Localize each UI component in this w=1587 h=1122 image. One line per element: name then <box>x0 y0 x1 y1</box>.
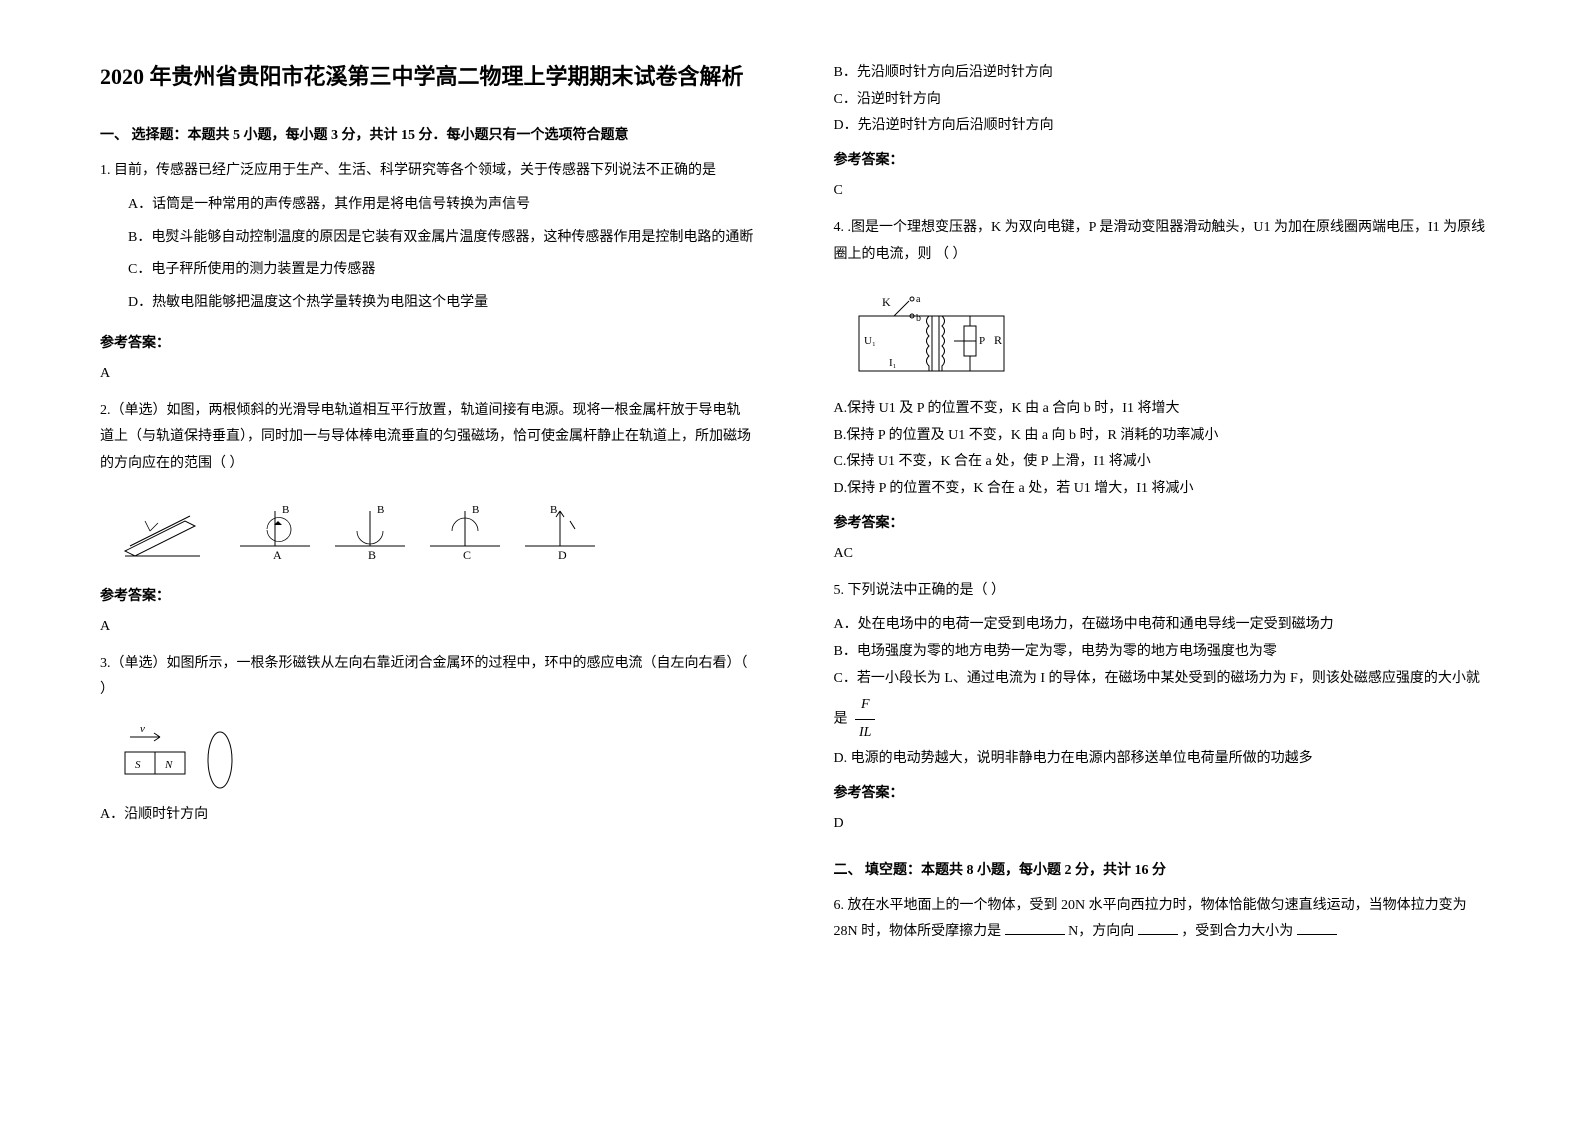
svg-text:v: v <box>140 723 145 735</box>
section2-header: 二、 填空题：本题共 8 小题，每小题 2 分，共计 16 分 <box>834 858 1488 885</box>
q3-optD: D．先沿逆时针方向后沿顺时针方向 <box>834 113 1488 140</box>
svg-text:A: A <box>273 548 282 562</box>
svg-text:B: B <box>550 504 557 516</box>
q3-stem: 3.（单选）如图所示，一根条形磁铁从左向右靠近闭合金属环的过程中，环中的感应电流… <box>100 651 754 704</box>
q2-answer: A <box>100 614 754 641</box>
svg-text:B: B <box>368 548 376 562</box>
q1-optD: D．热敏电阻能够把温度这个热学量转换为电阻这个电学量 <box>128 290 754 317</box>
section1-header: 一、 选择题：本题共 5 小题，每小题 3 分，共计 15 分．每小题只有一个选… <box>100 123 754 150</box>
q6-blank-2 <box>1138 921 1178 935</box>
q6-text-3: ，受到合力大小为 <box>1181 924 1293 939</box>
svg-text:I₁: I₁ <box>889 357 897 369</box>
svg-text:P: P <box>979 335 985 347</box>
q2-diagram-left <box>120 501 210 561</box>
fraction-denominator: IL <box>855 720 875 747</box>
q4-stem: 4. .图是一个理想变压器，K 为双向电键，P 是滑动变阻器滑动触头，U1 为加… <box>834 215 1488 268</box>
q4-optD: D.保持 P 的位置不变，K 合在 a 处，若 U1 增大，I1 将减小 <box>834 476 1488 503</box>
q1-answer-label: 参考答案： <box>100 331 754 358</box>
q2-diagram: B A B B B C B <box>120 496 754 566</box>
q1-answer: A <box>100 361 754 388</box>
q5-optB: B．电场强度为零的地方电势一定为零，电势为零的地方电场强度也为零 <box>834 639 1488 666</box>
q2-stem: 2.（单选）如图，两根倾斜的光滑导电轨道相互平行放置，轨道间接有电源。现将一根金… <box>100 398 754 478</box>
q4-diagram: K a b P R U₁ I₁ <box>854 286 1488 386</box>
q4-optC: C.保持 U1 不变，K 合在 a 处，使 P 上滑，I1 将减小 <box>834 449 1488 476</box>
q6-text-2: N，方向向 <box>1068 924 1134 939</box>
q4-optB: B.保持 P 的位置及 U1 不变，K 由 a 向 b 时，R 消耗的功率减小 <box>834 423 1488 450</box>
svg-text:B: B <box>282 504 289 516</box>
q2-diagram-options: B A B B B C B <box>240 501 600 561</box>
q4-answer-label: 参考答案： <box>834 511 1488 538</box>
q1-optB: B．电熨斗能够自动控制温度的原因是它装有双金属片温度传感器，这种传感器作用是控制… <box>128 225 754 252</box>
q6-blank-1 <box>1005 921 1065 935</box>
svg-text:B: B <box>377 504 384 516</box>
fraction-F-IL: F IL <box>855 692 875 746</box>
svg-text:U₁: U₁ <box>864 335 876 347</box>
q6-blank-3 <box>1297 921 1337 935</box>
q1-stem: 1. 目前，传感器已经广泛应用于生产、生活、科学研究等各个领域，关于传感器下列说… <box>100 158 754 185</box>
svg-text:D: D <box>558 548 567 562</box>
q3-answer: C <box>834 178 1488 205</box>
q1-optC: C．电子秤所使用的测力装置是力传感器 <box>128 257 754 284</box>
svg-text:R: R <box>994 333 1002 347</box>
svg-text:S: S <box>135 759 141 771</box>
q6-stem: 6. 放在水平地面上的一个物体，受到 20N 水平向西拉力时，物体恰能做匀速直线… <box>834 893 1488 946</box>
q4-answer: AC <box>834 541 1488 568</box>
q5-optC-text: C．若一小段长为 L、通过电流为 I 的导体，在磁场中某处受到的磁场力为 F，则… <box>834 671 1480 727</box>
svg-text:K: K <box>882 295 891 309</box>
svg-text:B: B <box>472 504 479 516</box>
q3-answer-label: 参考答案： <box>834 148 1488 175</box>
left-column: 2020 年贵州省贵阳市花溪第三中学高二物理上学期期末试卷含解析 一、 选择题：… <box>100 60 754 1062</box>
q2-answer-label: 参考答案： <box>100 584 754 611</box>
q5-optA: A．处在电场中的电荷一定受到电场力，在磁场中电荷和通电导线一定受到磁场力 <box>834 612 1488 639</box>
q5-answer-label: 参考答案： <box>834 781 1488 808</box>
q5-optC: C．若一小段长为 L、通过电流为 I 的导体，在磁场中某处受到的磁场力为 F，则… <box>834 666 1488 747</box>
q5-stem: 5. 下列说法中正确的是（ ） <box>834 578 1488 605</box>
fraction-numerator: F <box>855 692 875 720</box>
q4-optA: A.保持 U1 及 P 的位置不变，K 由 a 合向 b 时，I1 将增大 <box>834 396 1488 423</box>
q3-optB: B．先沿顺时针方向后沿逆时针方向 <box>834 60 1488 87</box>
right-column: B．先沿顺时针方向后沿逆时针方向 C．沿逆时针方向 D．先沿逆时针方向后沿顺时针… <box>834 60 1488 1062</box>
q3-optC: C．沿逆时针方向 <box>834 87 1488 114</box>
svg-text:b: b <box>916 313 921 324</box>
document-title: 2020 年贵州省贵阳市花溪第三中学高二物理上学期期末试卷含解析 <box>100 60 754 93</box>
q3-diagram: v S N <box>120 722 754 792</box>
svg-text:C: C <box>463 548 471 562</box>
svg-text:a: a <box>916 294 921 305</box>
q5-optD: D. 电源的电动势越大，说明非静电力在电源内部移送单位电荷量所做的功越多 <box>834 746 1488 773</box>
svg-text:N: N <box>164 759 173 771</box>
q3-optA: A．沿顺时针方向 <box>100 802 754 829</box>
q5-answer: D <box>834 811 1488 838</box>
q1-optA: A．话筒是一种常用的声传感器，其作用是将电信号转换为声信号 <box>128 192 754 219</box>
